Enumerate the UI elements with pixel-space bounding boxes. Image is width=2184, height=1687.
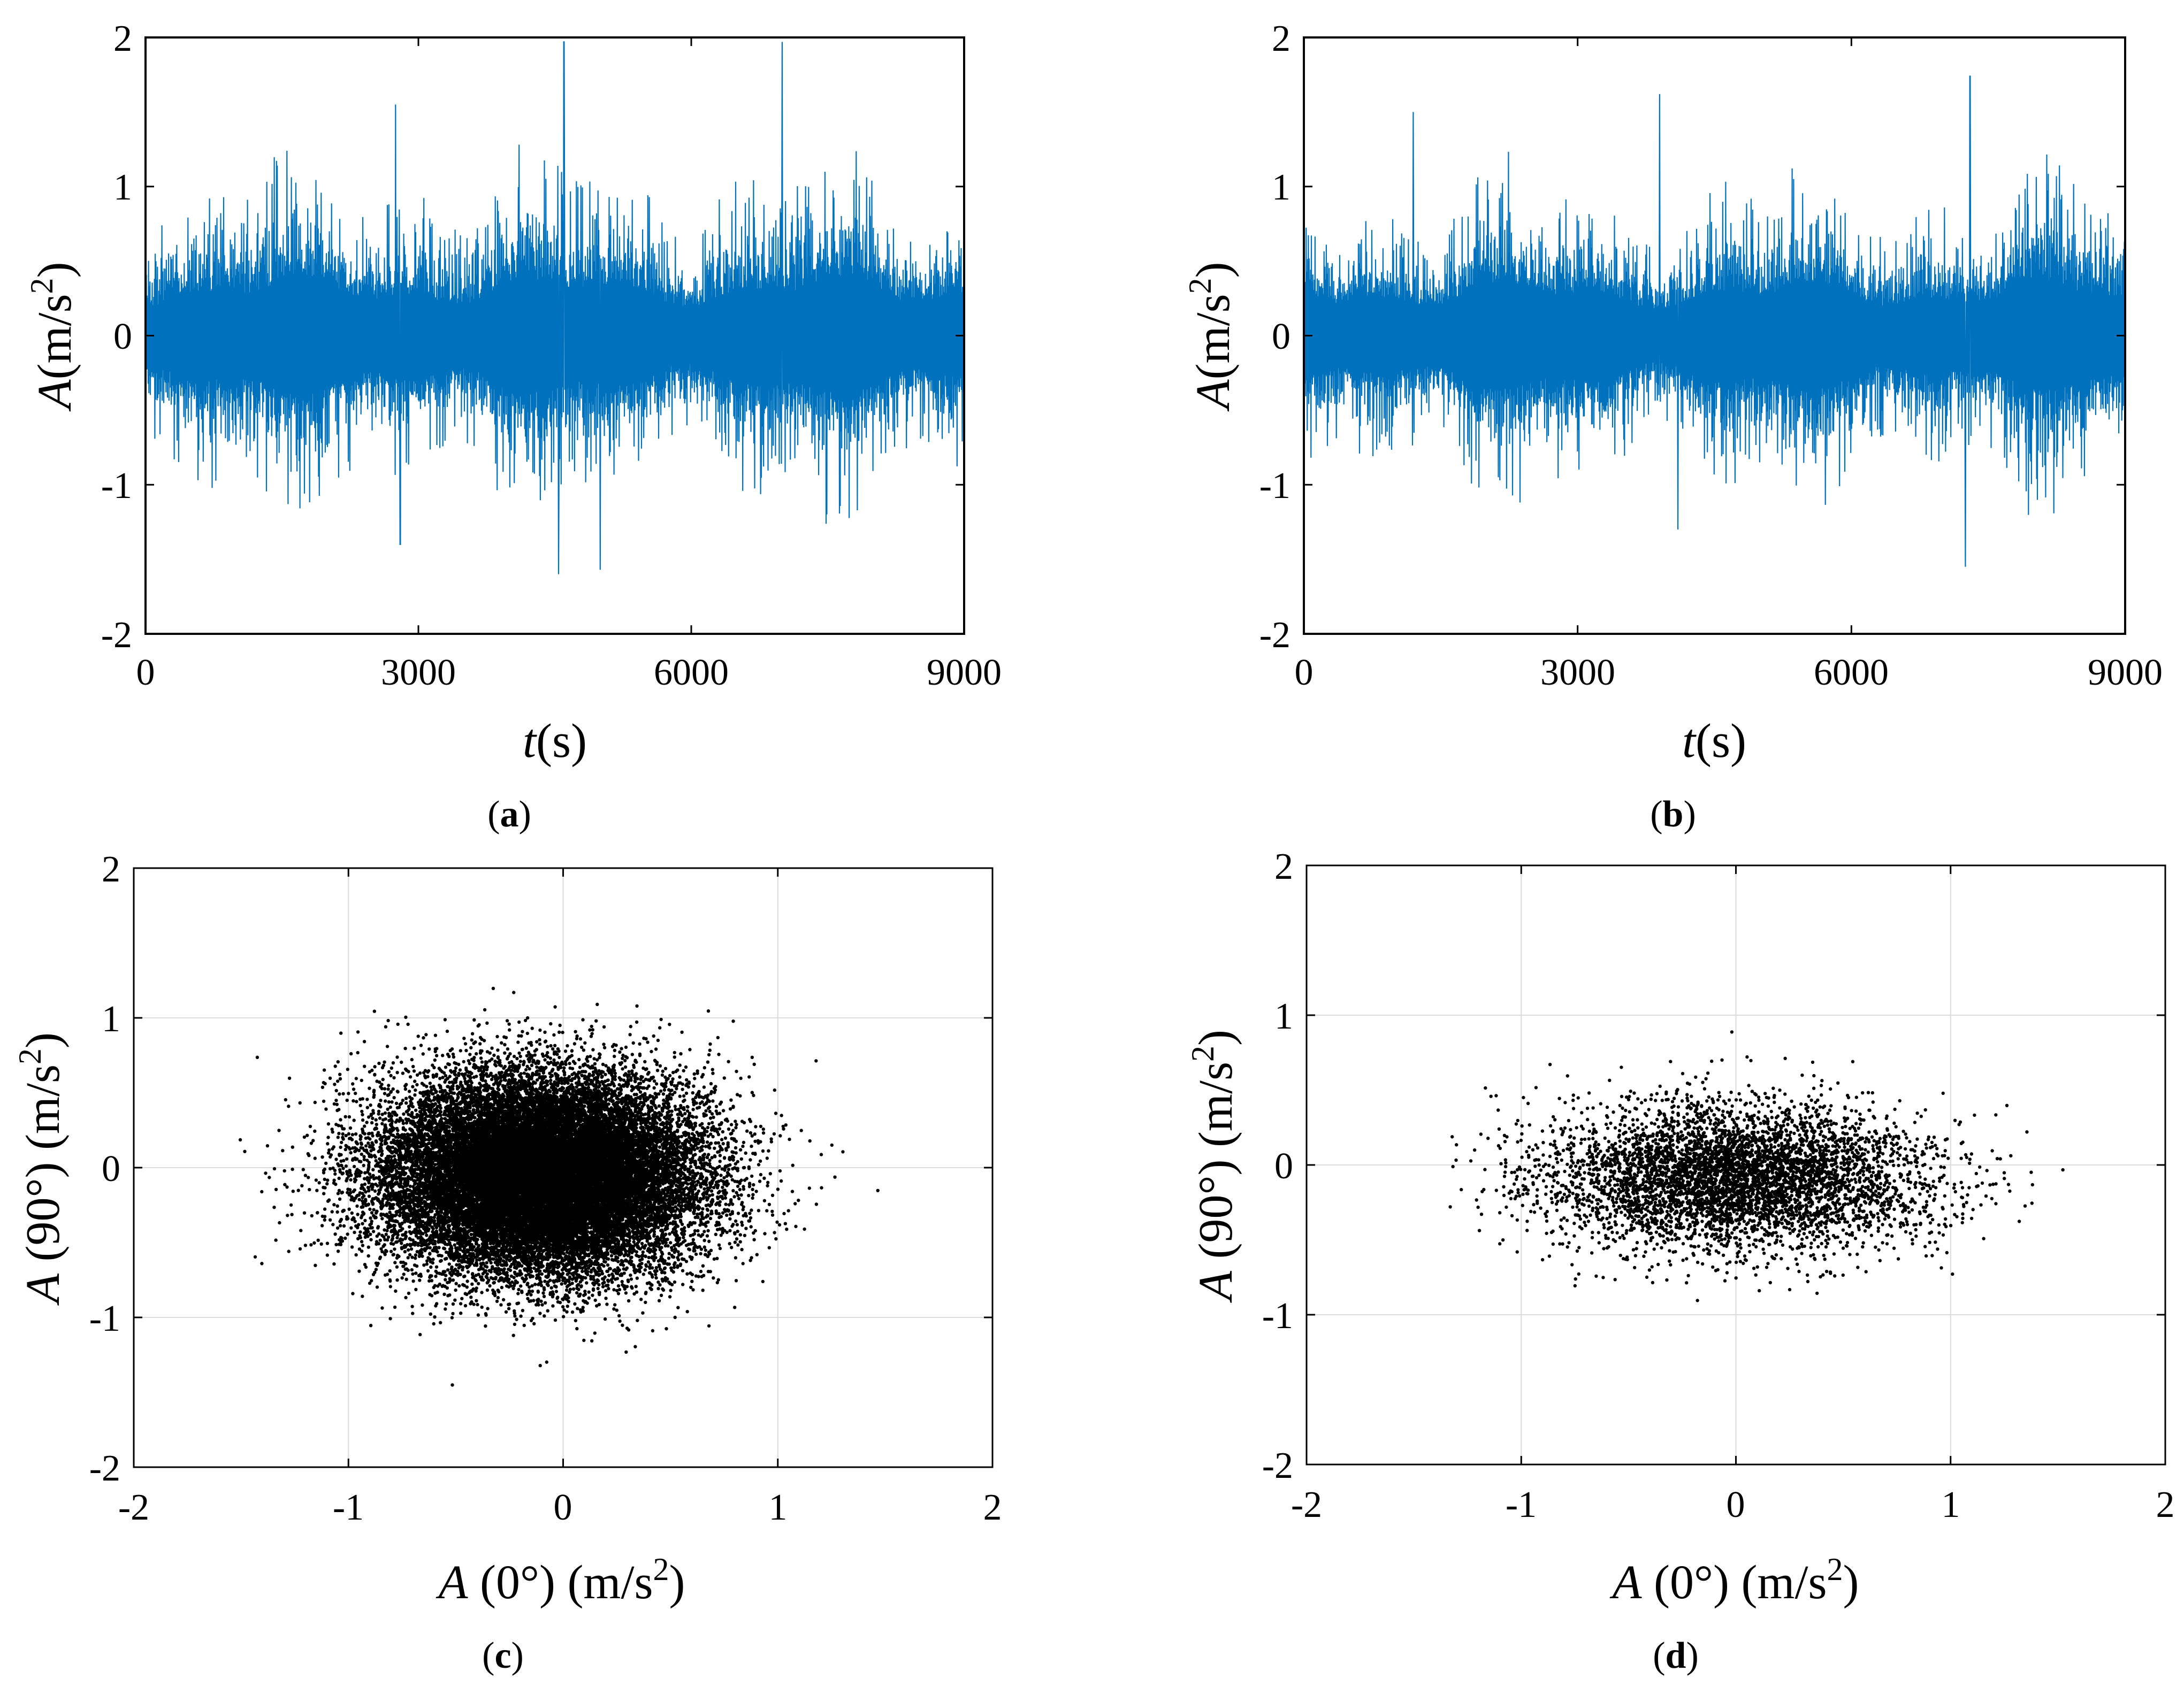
panel-c-xtick-label-1: -1 [333, 1487, 364, 1528]
panel-c-ylabel: A (90°) (m/s2) [12, 1032, 70, 1306]
panel-d-ylabel: A (90°) (m/s2) [1185, 1030, 1242, 1303]
panel-b-signal [1303, 75, 2126, 567]
panel-b-ticks [1303, 36, 2126, 635]
panel-d-gridlines [1307, 865, 2165, 1464]
panel-b-ytick-label-0: -2 [1259, 615, 1290, 656]
panel-a-xtick-label-3: 9000 [927, 652, 1002, 693]
panel-c-xtick-label-0: -2 [118, 1487, 149, 1528]
panel-b-xtick-label-2: 6000 [1814, 652, 1889, 693]
panel-a-signal [144, 41, 965, 574]
panel-a-xtick-label-2: 6000 [654, 652, 729, 693]
panel-b: 0 3000 6000 9000 -2 -1 0 1 2 t(s) A(m/s2… [1182, 18, 2163, 835]
panel-d-ytick-label-1: -1 [1262, 1295, 1293, 1337]
panel-d-xlabel: A (0°) (m/s2) [1610, 1552, 1859, 1609]
panel-d-xtick-label-3: 1 [1942, 1484, 1960, 1525]
panel-d-xtick-label-2: 0 [1727, 1484, 1745, 1525]
panel-a-ticks [144, 36, 965, 635]
panel-d-xtick-label-0: -2 [1291, 1484, 1322, 1525]
panel-c-ticks [133, 867, 994, 1468]
panel-b-xtick-label-0: 0 [1295, 652, 1314, 693]
panel-c-xtick-label-4: 2 [983, 1487, 1002, 1528]
panel-c-ytick-label-1: -1 [89, 1298, 120, 1339]
panel-c-scatter-points [238, 986, 880, 1387]
panel-b-ytick-label-1: -1 [1259, 465, 1290, 507]
panel-b-xtick-label-3: 9000 [2088, 652, 2163, 693]
panel-d: -2 -1 0 1 2 -2 -1 0 1 2 A (0°) (m/s2) A … [1185, 846, 2175, 1676]
panel-d-scatter-points [1448, 1030, 2065, 1302]
panel-b-ytick-label-2: 0 [1272, 316, 1290, 357]
panel-a-xtick-label-0: 0 [136, 652, 155, 693]
panel-d-points [1448, 1030, 2065, 1302]
panel-b-caption: (b) [1650, 794, 1696, 835]
panel-d-xtick-label-1: -1 [1506, 1484, 1537, 1525]
panel-c-xlabel: A (0°) (m/s2) [436, 1552, 685, 1609]
panel-d-ytick-label-3: 1 [1274, 996, 1293, 1037]
panel-c-xtick-label-3: 1 [769, 1487, 788, 1528]
panel-b-ytick-label-3: 1 [1272, 167, 1290, 208]
panel-a-ytick-label-3: 1 [113, 167, 132, 208]
panel-a-xlabel: t(s) [523, 715, 587, 768]
panel-c-points [238, 986, 880, 1387]
panel-a-caption: (a) [487, 794, 531, 835]
panel-c-ytick-label-3: 1 [102, 999, 120, 1040]
panel-d-ticks [1305, 864, 2166, 1466]
panel-d-xtick-label-4: 2 [2156, 1484, 2175, 1525]
panel-b-series-line [1303, 75, 2126, 567]
panel-c-caption: (c) [482, 1635, 524, 1676]
panel-d-ytick-label-4: 2 [1274, 846, 1293, 887]
panel-b-xlabel: t(s) [1682, 715, 1746, 768]
panel-c-ytick-label-4: 2 [102, 849, 120, 890]
panel-a-xtick-label-1: 3000 [381, 652, 456, 693]
panel-a-ytick-label-1: -1 [101, 465, 132, 507]
panel-a-ytick-label-4: 2 [113, 18, 132, 59]
panel-b-xtick-label-1: 3000 [1540, 652, 1615, 693]
panel-c-ytick-label-0: -2 [89, 1448, 120, 1489]
panel-a-ytick-label-2: 0 [113, 316, 132, 357]
panel-b-ytick-label-4: 2 [1272, 18, 1290, 59]
panel-a-ytick-label-0: -2 [101, 615, 132, 656]
panel-d-ytick-label-0: -2 [1262, 1445, 1293, 1486]
panel-a-ylabel: A(m/s2) [24, 262, 81, 412]
panel-c-ytick-label-2: 0 [102, 1148, 120, 1190]
panel-c-xtick-label-2: 0 [554, 1487, 572, 1528]
panel-d-ytick-label-2: 0 [1274, 1146, 1293, 1187]
panel-a-series-line [144, 41, 965, 574]
panel-d-caption: (d) [1653, 1635, 1699, 1676]
panel-c: -2 -1 0 1 2 -2 -1 0 1 2 A (0°) (m/s2) A … [12, 849, 1002, 1676]
panel-b-ylabel: A(m/s2) [1182, 262, 1240, 412]
panel-a: 0 3000 6000 9000 -2 -1 0 1 2 t(s) A(m/s2… [24, 18, 1002, 835]
